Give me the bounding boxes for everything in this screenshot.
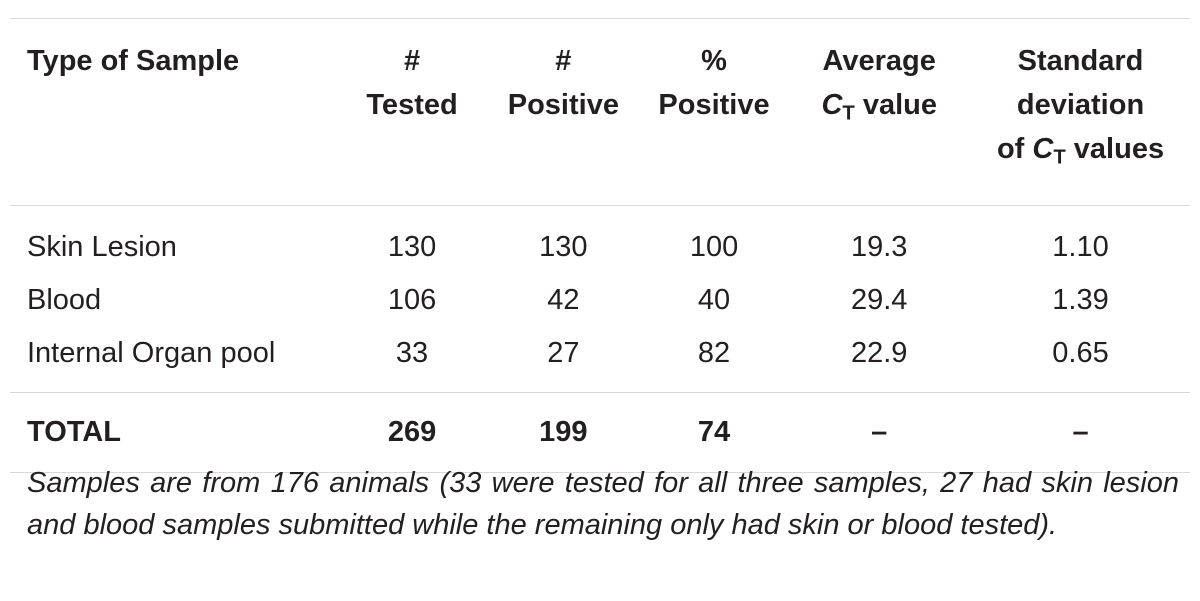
total-row: TOTAL 269 199 74 – –	[10, 392, 1190, 473]
cell-tested: 33	[395, 337, 429, 369]
header-positive: # Positive	[486, 18, 641, 206]
cell-total-positive: 199	[486, 392, 641, 473]
cell-total-tested: 269	[338, 392, 487, 473]
header-type-of-sample: Type of Sample	[10, 18, 338, 206]
cell-sd-ct: 1.39	[1052, 284, 1109, 316]
cell-average-ct: 22.9	[850, 337, 908, 369]
cell-positive: 27	[547, 337, 580, 369]
table-row: Internal Organ pool 33 27 82 22.9 0.65	[10, 327, 1190, 393]
cell-sd-ct: 0.65	[1052, 337, 1109, 369]
cell-total-average-ct: –	[787, 392, 972, 473]
results-table: Type of Sample # Tested # Positive % Positi…	[10, 18, 1190, 473]
cell-total-sd-ct: –	[971, 392, 1190, 473]
cell-pct-positive: 100	[689, 231, 739, 263]
cell-tested: 106	[387, 284, 437, 316]
cell-positive: 130	[539, 231, 588, 263]
header-sd-ct: Standard deviation of CT values	[971, 18, 1190, 206]
cell-tested: 130	[387, 231, 437, 263]
cell-average-ct: 19.3	[850, 231, 908, 263]
header-row: Type of Sample # Tested # Positive % Positi…	[10, 18, 1190, 206]
cell-pct-positive: 82	[697, 337, 731, 369]
header-tested: # Tested	[338, 18, 487, 206]
cell-sd-ct: 1.10	[1052, 231, 1109, 263]
table-row: Blood 106 42 40 29.4 1.39	[10, 274, 1190, 327]
cell-positive: 42	[547, 284, 580, 316]
cell-total-label: TOTAL	[10, 392, 338, 473]
header-pct-positive: % Positive	[640, 18, 788, 206]
table-footnote: Samples are from 176 animals (33 were te…	[27, 467, 1179, 541]
cell-pct-positive: 40	[697, 284, 731, 316]
cell-total-pct-positive: 74	[640, 392, 788, 473]
header-average-ct: Average CT value	[787, 18, 972, 206]
cell-type: Skin Lesion	[27, 231, 177, 263]
cell-type: Internal Organ pool	[27, 337, 276, 369]
cell-average-ct: 29.4	[850, 284, 908, 316]
table-row: Skin Lesion 130 130 100 19.3 1.10	[10, 206, 1190, 275]
cell-type: Blood	[27, 284, 102, 316]
